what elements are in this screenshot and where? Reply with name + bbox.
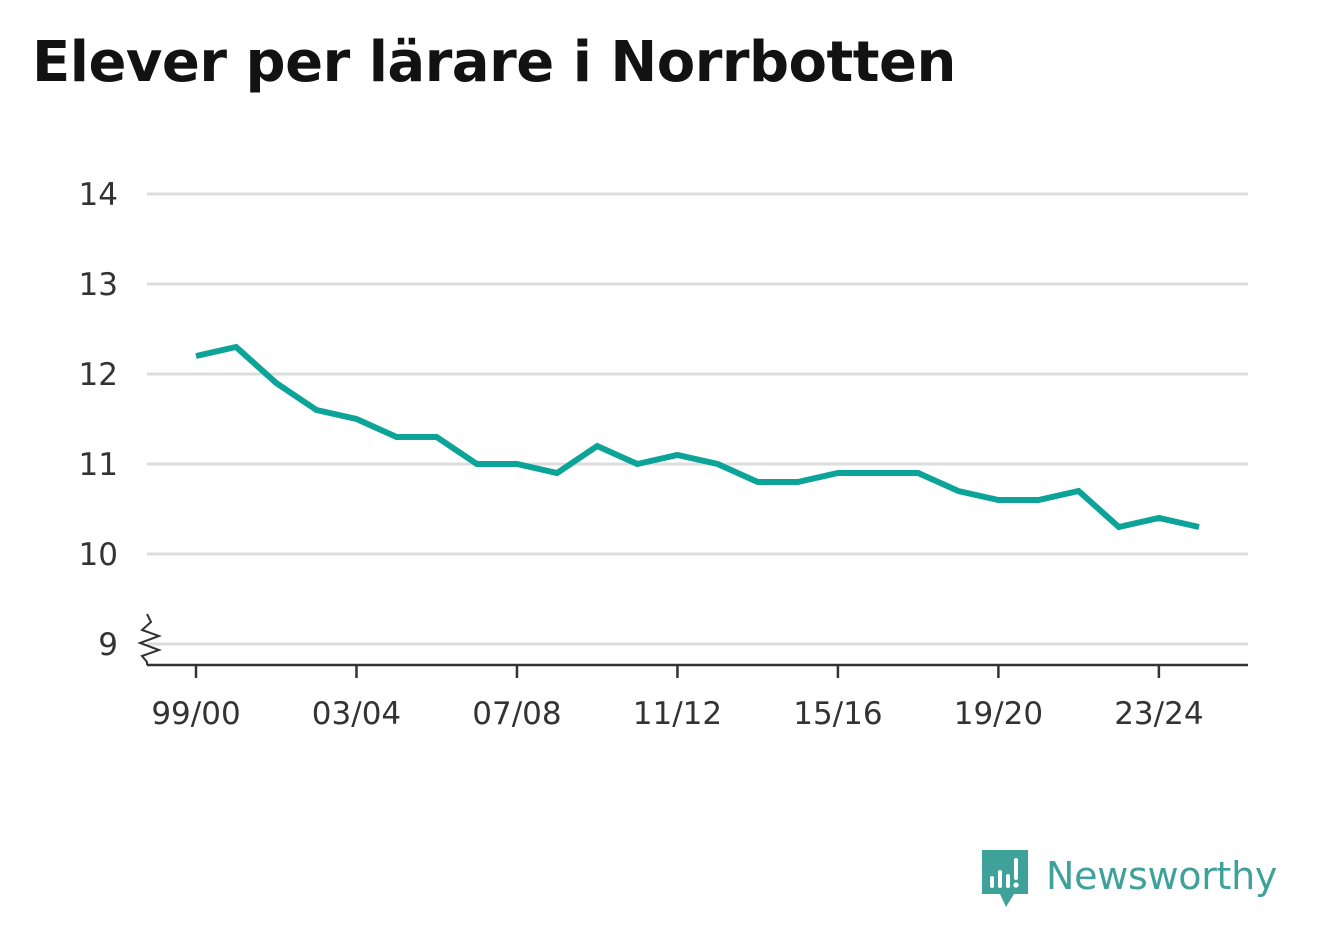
newsworthy-logo-icon	[982, 850, 1028, 907]
data-point	[313, 407, 319, 413]
data-point	[394, 434, 400, 440]
newsworthy-brand: Newsworthy	[980, 850, 1277, 910]
x-tick-label: 99/00	[151, 696, 240, 732]
series-layer	[193, 343, 1202, 531]
data-point	[715, 461, 721, 467]
y-tick-label: 12	[79, 357, 118, 393]
data-point	[514, 461, 520, 467]
data-point	[795, 479, 801, 485]
y-tick-label: 10	[79, 537, 118, 573]
y-tick-label: 9	[98, 627, 118, 663]
x-tick-label: 23/24	[1114, 696, 1203, 732]
x-axis-tick-labels: 99/00 03/04 07/08 11/12 15/16 19/20 23/24	[151, 696, 1203, 732]
data-point	[554, 470, 560, 476]
data-point	[875, 470, 881, 476]
data-point	[1196, 524, 1202, 530]
data-point	[1116, 524, 1122, 530]
data-point	[434, 434, 440, 440]
data-point	[835, 470, 841, 476]
series-line	[195, 343, 1200, 531]
y-tick-label: 13	[79, 267, 118, 303]
y-tick-label: 11	[79, 447, 118, 483]
x-axis	[137, 613, 1248, 678]
brand-name: Newsworthy	[1046, 854, 1278, 898]
x-tick-label: 15/16	[793, 696, 882, 732]
data-point	[674, 452, 680, 458]
data-point	[474, 461, 480, 467]
data-point	[634, 461, 640, 467]
gridlines	[147, 192, 1248, 646]
x-tick-label: 19/20	[954, 696, 1043, 732]
x-tick-label: 11/12	[633, 696, 722, 732]
data-point	[1036, 497, 1042, 503]
data-point	[273, 380, 279, 386]
data-point	[193, 353, 199, 359]
data-point	[1076, 488, 1082, 494]
data-point	[755, 479, 761, 485]
x-tick-label: 07/08	[472, 696, 561, 732]
data-point	[1156, 515, 1162, 521]
y-axis-break	[137, 613, 162, 665]
data-point	[915, 470, 921, 476]
data-point	[233, 344, 239, 350]
data-point	[594, 443, 600, 449]
data-point	[955, 488, 961, 494]
x-tick-label: 03/04	[312, 696, 401, 732]
data-point	[353, 416, 359, 422]
y-tick-label: 14	[79, 177, 118, 213]
chart-title: Elever per lärare i Norrbotten	[32, 30, 956, 95]
data-point	[995, 497, 1001, 503]
y-axis-tick-labels: 9 10 11 12 13 14	[79, 177, 118, 663]
